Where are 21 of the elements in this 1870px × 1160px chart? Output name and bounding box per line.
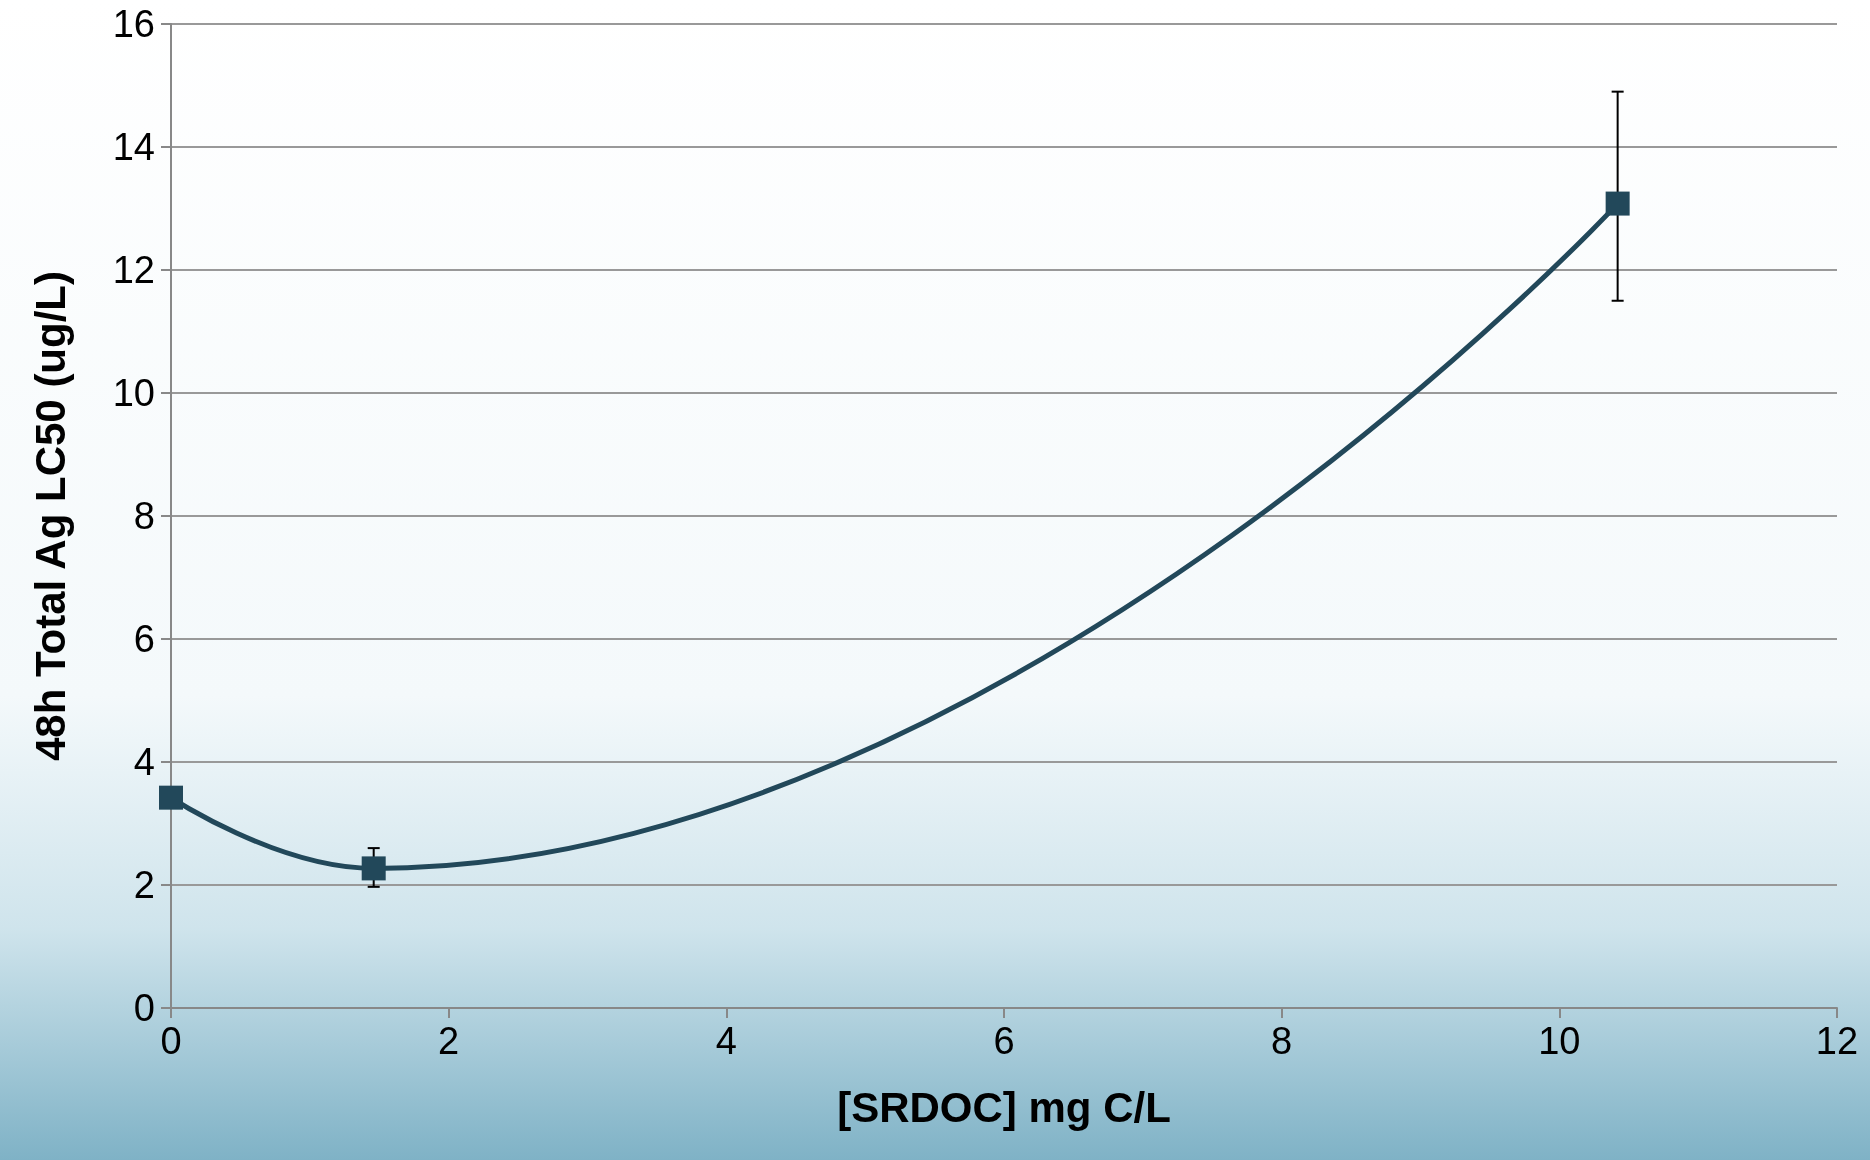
point [1605, 191, 1630, 216]
x-tick-label: 0 [160, 1020, 182, 1062]
y-tick-label: 14 [112, 126, 155, 168]
x-tick-label: 4 [715, 1020, 737, 1062]
y-tick-label: 0 [133, 987, 155, 1029]
point [159, 785, 183, 810]
y-tick-label: 8 [133, 495, 155, 537]
x-tick-label: 12 [1815, 1020, 1859, 1062]
y-tick-label: 12 [112, 249, 155, 291]
x-axis-title: [SRDOC] mg C/L [837, 1083, 1171, 1131]
x-tick-label: 2 [438, 1020, 460, 1062]
x-tick-label: 8 [1271, 1020, 1293, 1062]
y-tick-label: 16 [112, 3, 155, 45]
y-tick-label: 2 [133, 864, 155, 906]
point [361, 856, 386, 881]
y-tick-label: 10 [112, 372, 155, 414]
y-tick-label: 4 [133, 741, 155, 783]
x-tick-label: 10 [1538, 1020, 1581, 1062]
y-tick-label: 6 [133, 618, 155, 660]
x-tick-label: 6 [993, 1020, 1015, 1062]
y-axis-title: 48h Total Ag LC50 (ug/L) [26, 271, 74, 761]
